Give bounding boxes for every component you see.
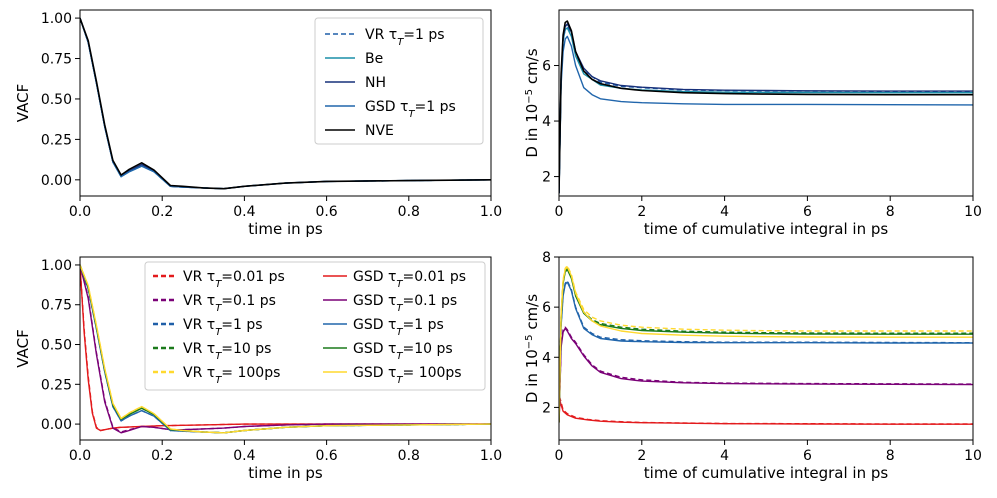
y-axis-label: D in 10−5 cm/s <box>523 294 541 403</box>
series-group <box>80 264 491 434</box>
x-tick-label: 4 <box>720 204 729 220</box>
x-tick-label: 0 <box>555 204 564 220</box>
y-tick-label: 0.00 <box>41 417 72 433</box>
legend-label: VR τT=10 ps <box>183 341 271 362</box>
series-line-2 <box>559 23 973 194</box>
x-tick-label: 0.6 <box>315 448 337 464</box>
panel-p1: 0.0 0.2 0.4 0.6 0.8 1.0 0.00 0.25 0.50 0.75 1.00 ti… <box>14 9 502 238</box>
series-line-3 <box>559 267 973 423</box>
y-tick-label: 2 <box>542 400 551 416</box>
x-axis-label: time in ps <box>248 220 323 238</box>
x-tick-label: 10 <box>964 448 982 464</box>
x-axis-label: time in ps <box>248 464 323 482</box>
panel-p3: 0.0 0.2 0.4 0.6 0.8 1.0 0.00 0.25 0.50 0.75 1.00 ti… <box>14 256 502 482</box>
legend-label: GSD τT=1 ps <box>365 99 456 120</box>
legend-label: NH <box>365 75 386 91</box>
series-line-6 <box>80 264 491 434</box>
x-tick-label: 0 <box>555 448 564 464</box>
x-tick-label: 8 <box>886 204 895 220</box>
series-line-9 <box>559 266 973 423</box>
y-tick-label: 0.25 <box>41 377 72 393</box>
y-tick-label: 4 <box>542 114 551 130</box>
x-tick-label: 10 <box>964 204 982 220</box>
series-line-4 <box>80 17 491 190</box>
legend-label: VR τT=1 ps <box>365 27 445 48</box>
x-tick-label: 6 <box>803 204 812 220</box>
legend-label: GSD τT=1 ps <box>353 317 444 338</box>
series-line-6 <box>559 327 973 423</box>
series-line-5 <box>80 264 491 432</box>
series-line-4 <box>559 265 973 423</box>
x-tick-label: 0.0 <box>69 448 91 464</box>
series-line-4 <box>559 20 973 194</box>
x-tick-label: 2 <box>637 204 646 220</box>
series-group <box>559 265 973 425</box>
axes-frame <box>558 9 974 197</box>
series-line-9 <box>80 264 491 434</box>
series-line-0 <box>559 26 973 194</box>
y-tick-label: 0.75 <box>41 298 72 314</box>
y-tick-label: 1.00 <box>41 258 72 274</box>
legend-label: VR τT=0.01 ps <box>183 269 285 290</box>
x-tick-label: 0.8 <box>398 448 420 464</box>
legend-label: GSD τT=0.01 ps <box>353 269 466 290</box>
y-axis-label: VACF <box>14 329 32 367</box>
series-line-3 <box>559 35 973 194</box>
y-axis-label: VACF <box>14 84 32 122</box>
y-tick-label: 2 <box>542 170 551 186</box>
legend-label: VR τT=0.1 ps <box>183 293 276 314</box>
legend-label: GSD τT= 100ps <box>353 365 462 386</box>
x-tick-label: 0.2 <box>151 204 173 220</box>
y-tick-label: 6 <box>542 59 551 75</box>
legend-label: VR τT=1 ps <box>183 317 263 338</box>
legend-box <box>144 261 486 391</box>
axes-frame <box>79 9 492 197</box>
y-tick-label: 0.00 <box>41 173 72 189</box>
y-tick-label: 0.75 <box>41 52 72 68</box>
y-tick-label: 1.00 <box>41 11 72 27</box>
y-tick-label: 0.50 <box>41 92 72 108</box>
axes-frame <box>558 256 974 441</box>
legend-label: VR τT= 100ps <box>183 365 280 386</box>
legend-label: NVE <box>365 123 394 139</box>
legend-label: GSD τT=0.1 ps <box>353 293 457 314</box>
y-tick-label: 0.50 <box>41 338 72 354</box>
series-line-5 <box>559 399 973 425</box>
x-tick-label: 0.2 <box>151 448 173 464</box>
series-group <box>80 17 491 190</box>
x-tick-label: 0.4 <box>233 204 255 220</box>
x-tick-label: 2 <box>637 448 646 464</box>
x-tick-label: 0.6 <box>315 204 337 220</box>
series-line-2 <box>559 280 973 423</box>
series-line-7 <box>559 281 973 423</box>
y-tick-label: 4 <box>542 350 551 366</box>
x-tick-label: 8 <box>886 448 895 464</box>
x-tick-label: 6 <box>803 448 812 464</box>
x-tick-label: 0.0 <box>69 204 91 220</box>
x-tick-label: 0.4 <box>233 448 255 464</box>
legend-label: GSD τT=10 ps <box>353 341 453 362</box>
x-axis-label: time of cumulative integral in ps <box>644 464 889 482</box>
series-line-8 <box>559 268 973 423</box>
series-line-1 <box>559 27 973 194</box>
y-tick-label: 6 <box>542 300 551 316</box>
x-tick-label: 1.0 <box>480 204 502 220</box>
axes-frame <box>79 256 492 441</box>
x-tick-label: 4 <box>720 448 729 464</box>
series-group <box>559 20 973 194</box>
y-tick-label: 0.25 <box>41 132 72 148</box>
series-line-0 <box>559 396 973 425</box>
x-tick-label: 1.0 <box>480 448 502 464</box>
x-tick-label: 0.8 <box>398 204 420 220</box>
legend-box <box>314 17 484 145</box>
y-axis-label: D in 10−5 cm/s <box>523 48 541 157</box>
y-tick-label: 8 <box>542 250 551 266</box>
x-axis-label: time of cumulative integral in ps <box>644 220 889 238</box>
legend-label: Be <box>365 51 383 67</box>
